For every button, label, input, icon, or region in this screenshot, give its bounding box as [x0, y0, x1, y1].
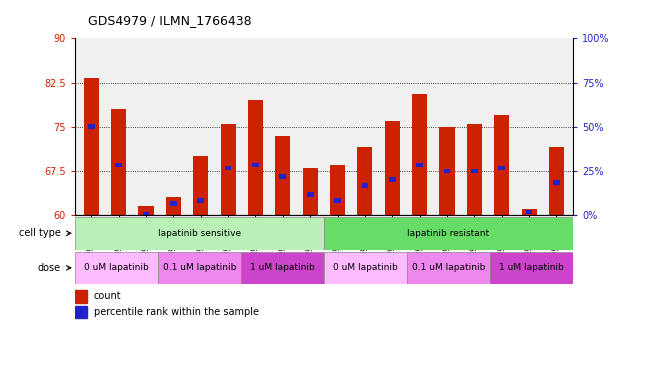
Bar [221, 124, 236, 215]
Text: dose: dose [38, 263, 61, 273]
Text: count: count [94, 291, 122, 301]
Bar [75, 217, 324, 250]
Bar [467, 124, 482, 215]
Text: 1 uM lapatinib: 1 uM lapatinib [250, 263, 314, 272]
Bar [75, 290, 87, 303]
Text: lapatinib resistant: lapatinib resistant [408, 229, 490, 238]
Bar [385, 121, 400, 215]
Bar [407, 252, 490, 284]
Text: lapatinib sensitive: lapatinib sensitive [158, 229, 241, 238]
Text: 0.1 uM lapatinib: 0.1 uM lapatinib [411, 263, 485, 272]
Bar [490, 252, 573, 284]
Bar [521, 209, 536, 215]
Bar [143, 212, 149, 216]
Bar [84, 78, 99, 215]
Bar [139, 206, 154, 215]
Bar [225, 166, 232, 170]
Bar [75, 306, 87, 318]
Text: cell type: cell type [19, 228, 61, 238]
Bar [553, 180, 560, 185]
Bar [166, 197, 181, 215]
Bar [330, 165, 345, 215]
Text: 0.1 uM lapatinib: 0.1 uM lapatinib [163, 263, 236, 272]
Bar [439, 127, 454, 215]
Bar [412, 94, 427, 215]
Bar [361, 183, 368, 188]
Text: 1 uM lapatinib: 1 uM lapatinib [499, 263, 564, 272]
Bar [443, 169, 450, 173]
Bar [197, 198, 204, 203]
Bar [549, 147, 564, 215]
Bar [357, 147, 372, 215]
Bar [499, 166, 505, 170]
Text: 0 uM lapatinib: 0 uM lapatinib [84, 263, 148, 272]
Bar [279, 174, 286, 179]
Bar [248, 100, 263, 215]
Bar [389, 177, 396, 182]
Bar [471, 169, 478, 173]
Bar [334, 198, 341, 203]
Bar [494, 115, 509, 215]
Bar [307, 192, 314, 197]
Bar [416, 163, 423, 167]
Text: GDS4979 / ILMN_1766438: GDS4979 / ILMN_1766438 [88, 14, 251, 27]
Bar [275, 136, 290, 215]
Bar [303, 168, 318, 215]
Text: 0 uM lapatinib: 0 uM lapatinib [333, 263, 398, 272]
Bar [241, 252, 324, 284]
Bar [324, 252, 407, 284]
Bar [115, 163, 122, 167]
Text: percentile rank within the sample: percentile rank within the sample [94, 307, 259, 317]
Bar [88, 124, 94, 129]
Bar [75, 252, 158, 284]
Bar [111, 109, 126, 215]
Bar [324, 217, 573, 250]
Bar [252, 163, 259, 167]
Bar [526, 210, 533, 214]
Bar [158, 252, 241, 284]
Bar [193, 156, 208, 215]
Bar [170, 201, 177, 205]
